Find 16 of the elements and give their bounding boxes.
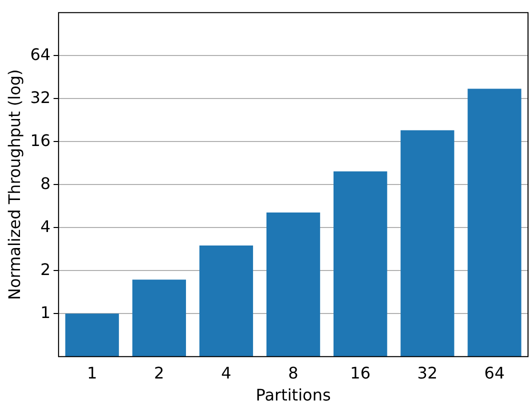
- x-tick-label: 32: [417, 363, 438, 382]
- y-tick-label: 8: [40, 174, 51, 193]
- y-tick-label: 16: [30, 130, 51, 150]
- y-tick-label: 2: [40, 260, 51, 279]
- x-tick-label: 1: [86, 363, 98, 382]
- y-tick-label: 1: [40, 302, 51, 322]
- x-tick-label: 4: [221, 363, 232, 382]
- x-axis-title: Partitions: [256, 386, 331, 405]
- y-tick-label: 4: [40, 216, 51, 236]
- x-tick-label: 8: [288, 363, 298, 382]
- x-tick-label: 16: [350, 363, 371, 382]
- y-tick-label: 32: [30, 88, 51, 107]
- x-tick-label: 64: [484, 363, 505, 382]
- y-axis-title: Normalized Throughput (log): [4, 69, 24, 300]
- x-tick-label: 2: [154, 363, 164, 382]
- y-tick-label: 64: [30, 44, 51, 64]
